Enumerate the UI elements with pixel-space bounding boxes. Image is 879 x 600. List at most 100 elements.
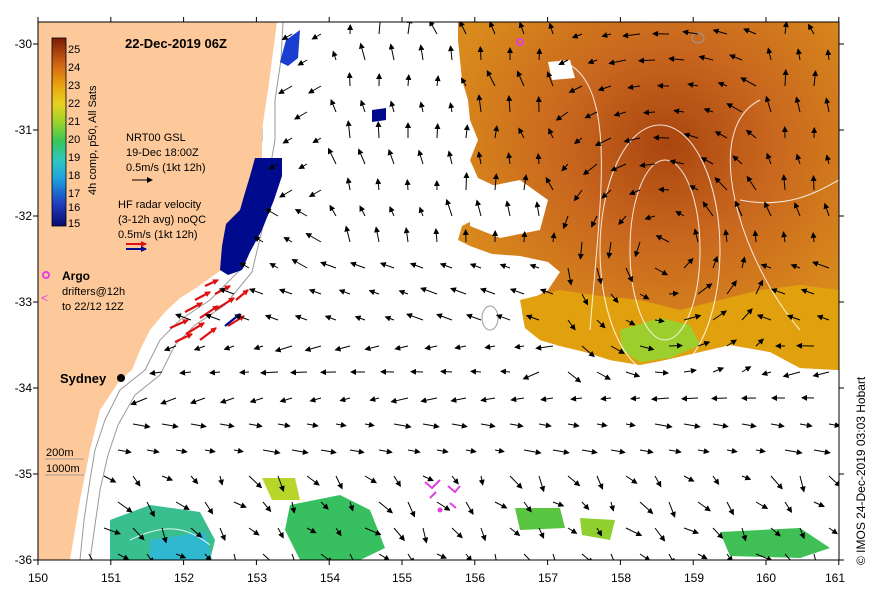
current-arrow (509, 527, 521, 537)
depth-legend-200: 200m (46, 447, 74, 459)
current-arrow (703, 107, 714, 114)
current-arrow (581, 553, 594, 560)
current-arrow (330, 98, 337, 113)
current-arrow (450, 287, 467, 295)
y-tick-label: -34 (15, 381, 33, 395)
x-tick-label: 160 (756, 571, 776, 585)
current-arrow (364, 421, 375, 428)
current-arrow (658, 186, 670, 193)
current-arrow (601, 32, 612, 38)
current-arrow (558, 59, 569, 65)
current-arrow (359, 205, 366, 217)
current-arrow (486, 70, 496, 87)
current-arrow (581, 293, 589, 306)
current-arrow (451, 527, 463, 539)
colorbar-tick-label: 24 (68, 62, 80, 74)
x-tick-label: 158 (611, 571, 631, 585)
current-arrow (439, 262, 453, 269)
current-arrow (294, 209, 308, 217)
current-arrow (668, 553, 675, 560)
current-arrow (463, 172, 470, 191)
current-arrow (793, 202, 801, 217)
current-arrow (349, 448, 365, 455)
current-arrow (406, 313, 424, 321)
current-arrow (522, 174, 529, 191)
current-arrow (711, 395, 728, 402)
current-arrow (584, 111, 598, 119)
current-arrow (567, 371, 582, 383)
current-arrow (567, 319, 576, 331)
current-arrow (752, 230, 759, 243)
current-arrow (794, 96, 801, 113)
current-arrow (204, 447, 216, 454)
current-arrow (782, 371, 801, 379)
current-arrow (459, 22, 467, 35)
current-arrow (567, 527, 578, 534)
current-arrow (308, 85, 322, 94)
current-arrow (552, 553, 556, 560)
current-arrow (654, 423, 673, 430)
current-arrow (675, 211, 685, 217)
current-arrow (146, 501, 155, 518)
current-arrow (594, 137, 612, 146)
current-arrow (755, 501, 769, 509)
current-arrow (324, 315, 337, 321)
current-arrow (312, 137, 322, 143)
hf-radar-blue (372, 108, 386, 122)
current-arrow (233, 501, 247, 509)
current-arrow (714, 177, 728, 191)
current-arrow (812, 70, 819, 87)
current-arrow (424, 344, 438, 351)
current-arrow (623, 137, 641, 144)
current-arrow (683, 257, 694, 269)
sst-contours (129, 59, 839, 546)
current-arrow (348, 501, 355, 512)
current-arrow (279, 189, 293, 198)
current-arrow (469, 263, 482, 269)
current-arrow (407, 448, 421, 455)
current-arrow (596, 371, 611, 380)
y-axis: -30 -31 -32 -33 -34 -35 -36 (15, 37, 33, 567)
current-arrow (239, 262, 250, 269)
current-arrow (697, 448, 710, 454)
current-arrow (130, 397, 148, 406)
current-arrow (179, 369, 192, 376)
current-arrow (766, 47, 773, 61)
current-arrow (470, 368, 482, 375)
current-arrow (807, 23, 815, 35)
current-arrow (358, 42, 366, 61)
current-arrow (613, 111, 627, 117)
current-arrow (440, 368, 453, 375)
current-arrow (335, 527, 342, 537)
current-arrow (334, 345, 351, 352)
current-arrow (281, 33, 293, 41)
current-arrow (726, 280, 737, 295)
current-arrow (390, 397, 409, 404)
current-arrow (746, 175, 757, 191)
current-arrow (643, 109, 656, 116)
current-arrow (712, 422, 729, 429)
current-arrow (163, 345, 177, 352)
colorbar-tick-label: 16 (68, 202, 80, 214)
current-arrow (799, 527, 806, 540)
current-arrow (567, 422, 580, 428)
current-arrow (436, 553, 448, 559)
plot-frame (37, 21, 840, 561)
current-arrow (190, 475, 199, 485)
current-arrow (625, 527, 643, 536)
current-arrow (596, 319, 606, 329)
current-arrow (274, 345, 293, 353)
current-arrow (682, 29, 699, 36)
current-arrow (639, 162, 656, 169)
current-arrow (407, 501, 416, 518)
x-tick-label: 159 (684, 571, 704, 585)
current-arrow (422, 422, 440, 429)
current-arrow (824, 97, 831, 113)
colorbar-ticks: 25 24 23 22 21 20 19 18 17 16 15 (68, 44, 80, 230)
current-arrow (436, 501, 451, 511)
current-arrow (816, 314, 830, 321)
current-arrow (683, 422, 701, 429)
current-arrow (668, 342, 683, 349)
current-arrow (683, 313, 702, 321)
current-arrow (726, 553, 733, 560)
